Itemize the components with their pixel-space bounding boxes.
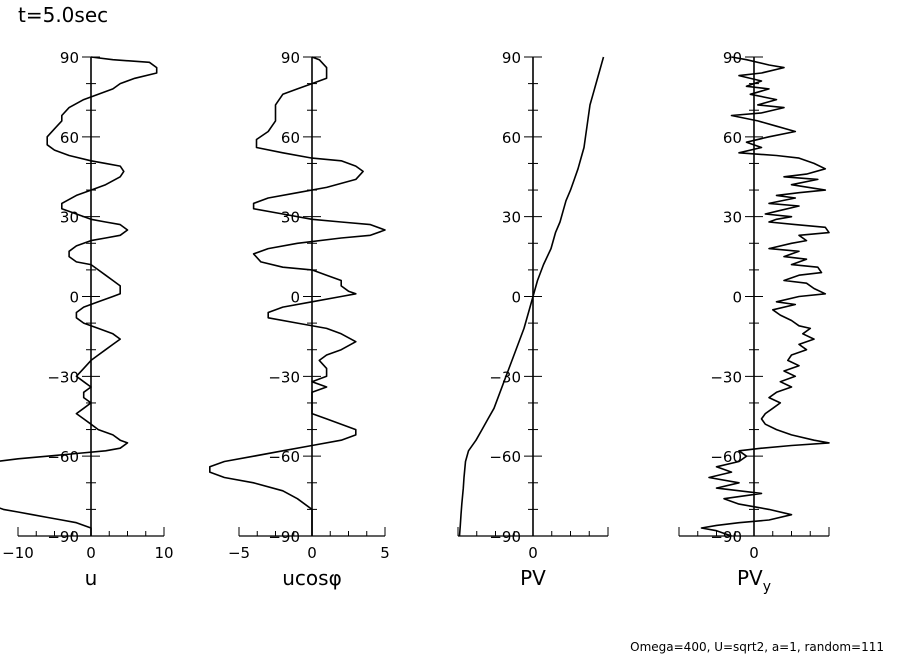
x-tick-label: 0 [86,544,96,562]
panel-pvy: −90 −60 −30 0 30 60 90 0 PVy [678,49,830,595]
y-tick-label: 60 [723,129,742,147]
y-tick-label: −30 [268,368,300,386]
y-tick-label: 60 [281,129,300,147]
y-tick-label: −90 [489,528,521,546]
y-tick-label: 90 [281,49,300,67]
x-tick-label: −10 [2,544,34,562]
x-tick-label: 0 [307,544,317,562]
x-tick-label: 5 [380,544,390,562]
y-tick-label: −30 [710,368,742,386]
y-tick-label: −60 [47,448,79,466]
series-line-pv [458,56,605,537]
series-line-ucos [209,56,386,536]
y-tick-label: 30 [281,209,300,227]
x-tick-label: −5 [228,544,250,562]
time-label: t=5.0sec [18,3,108,27]
series-line-u [0,56,158,536]
y-tick-label: 60 [60,129,79,147]
x-tick-label: 0 [528,544,538,562]
y-tick-label: −30 [47,368,79,386]
y-tick-label: 30 [723,209,742,227]
y-tick-label: 30 [502,209,521,227]
x-axis-label-subscript: y [763,579,771,595]
series-line-pvy [700,56,830,537]
y-tick-label: 0 [511,289,521,307]
x-axis-label: PVy [737,566,771,595]
y-tick-label: 90 [60,49,79,67]
y-tick-label: 0 [290,289,300,307]
y-tick-label: −90 [47,528,79,546]
x-tick-label: 0 [749,544,759,562]
y-tick-label: −60 [489,448,521,466]
x-axis-label: ucosφ [282,566,342,590]
y-tick-label: 90 [723,49,742,67]
y-tick-label: 0 [69,289,79,307]
parameter-footer: Omega=400, U=sqrt2, a=1, random=111 [630,640,884,654]
x-axis-label: PV [520,566,546,590]
y-tick-label: −90 [268,528,300,546]
y-tick-label: −60 [710,448,742,466]
y-tick-label: 60 [502,129,521,147]
x-tick-label: 10 [154,544,173,562]
x-axis-label: u [85,566,98,590]
y-tick-label: −90 [710,528,742,546]
y-tick-label: 90 [502,49,521,67]
y-tick-label: 0 [732,289,742,307]
